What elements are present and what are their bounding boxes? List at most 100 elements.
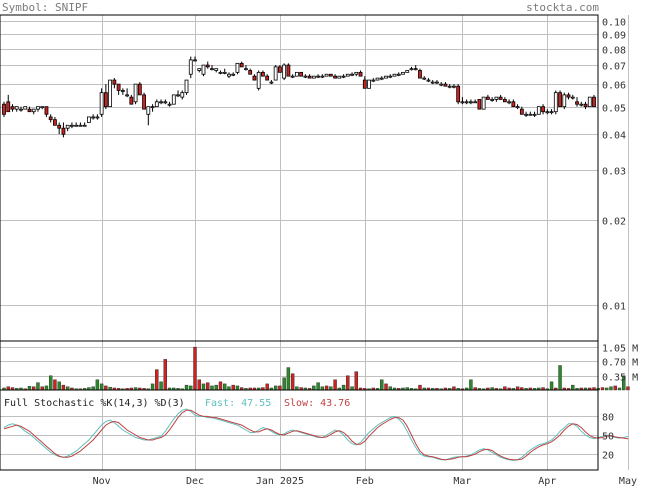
- volume-bar: [99, 383, 104, 391]
- candle-body: [184, 79, 189, 94]
- candle-body: [358, 71, 363, 77]
- volume-bar: [150, 383, 155, 391]
- candle-body: [481, 96, 486, 110]
- volume-tick-label: 0.35 M: [602, 373, 638, 384]
- volume-bar: [617, 387, 622, 391]
- candle-body: [443, 83, 448, 87]
- volume-bar: [290, 373, 295, 391]
- candle-body: [125, 94, 129, 97]
- candle-body: [498, 96, 503, 100]
- candle-body: [197, 68, 202, 71]
- candle-body: [210, 68, 214, 71]
- candle-body: [248, 70, 253, 75]
- candle-body: [328, 73, 333, 77]
- candle-body: [99, 92, 104, 115]
- stochastic-tick-label: 80: [602, 413, 614, 424]
- x-tick-label: Jan 2025: [256, 476, 304, 486]
- volume-panel: 1.05 M 0.70 M 0.35 M: [0, 340, 638, 391]
- candle-body: [53, 119, 57, 126]
- candle-body: [490, 99, 495, 101]
- price-tick-label: 0.09: [602, 31, 626, 42]
- volume-bar: [549, 381, 554, 391]
- volume-bar: [184, 384, 189, 391]
- candle-body: [545, 111, 550, 114]
- volume-bar: [609, 386, 613, 391]
- volume-panel-border: [0, 340, 599, 391]
- candle-body: [447, 85, 452, 88]
- candle-body: [541, 106, 545, 113]
- volume-bar: [163, 359, 167, 391]
- candle-body: [388, 75, 393, 78]
- candle-body: [78, 124, 83, 127]
- candle-body: [265, 75, 270, 81]
- candle-body: [252, 75, 257, 81]
- candle-body: [341, 75, 346, 78]
- candle-body: [57, 124, 62, 129]
- candle-body: [507, 101, 512, 104]
- x-tick-label: Apr: [538, 476, 556, 486]
- candle-body: [515, 106, 520, 109]
- candle-body: [235, 62, 240, 73]
- price-tick-label: 0.04: [602, 131, 626, 142]
- volume-bar: [265, 383, 269, 391]
- candle-body: [379, 77, 384, 80]
- candle-body: [65, 124, 70, 129]
- candle-body: [36, 106, 40, 110]
- volume-bar: [214, 384, 218, 391]
- stochastic-fast-line: [3, 408, 629, 461]
- price-tick-label: 0.06: [602, 81, 626, 92]
- x-tick-label: May: [619, 476, 637, 486]
- volume-bar: [286, 367, 291, 391]
- candle-body: [61, 127, 66, 135]
- candle-body: [91, 116, 96, 119]
- candle-body: [553, 92, 558, 113]
- volume-bar: [95, 379, 100, 391]
- candle-body: [401, 71, 405, 75]
- price-panel-border: [0, 14, 599, 342]
- volume-tick-label: 1.05 M: [602, 344, 638, 355]
- candle-body: [269, 81, 274, 84]
- volume-bar: [282, 377, 286, 391]
- candle-body: [430, 81, 435, 84]
- stochastic-slow-line: [3, 409, 629, 461]
- volume-bar: [235, 385, 240, 391]
- volume-bar: [155, 369, 159, 391]
- candle-body: [502, 99, 507, 103]
- volume-tick-label: 0.70 M: [602, 358, 638, 369]
- candle-body: [188, 59, 193, 75]
- candle-body: [154, 101, 159, 108]
- candle-body: [579, 103, 584, 106]
- volume-bar: [354, 371, 359, 391]
- candle-body: [562, 94, 567, 108]
- volume-bar: [57, 381, 61, 391]
- candle-body: [112, 79, 117, 85]
- candle-body: [227, 73, 231, 77]
- candle-body: [108, 79, 113, 108]
- volume-bar: [61, 384, 66, 391]
- candle-body: [477, 99, 482, 110]
- stochastic-slow-label: Slow: 43.76: [284, 398, 350, 409]
- volume-bar: [189, 385, 193, 391]
- candle-body: [435, 81, 439, 84]
- volume-grid: [0, 341, 629, 390]
- candle-body: [558, 92, 562, 108]
- candle-body: [367, 79, 371, 89]
- volume-bar: [346, 375, 350, 391]
- candle-body: [167, 103, 172, 106]
- candle-body: [307, 75, 312, 79]
- price-tick-label: 0.02: [602, 217, 626, 228]
- stochastic-panel-border: [0, 389, 599, 471]
- volume-bars: [2, 346, 630, 391]
- volume-bar: [273, 385, 278, 391]
- candle-body: [570, 96, 575, 99]
- candle-body: [566, 94, 571, 98]
- volume-bar: [333, 379, 337, 391]
- candle-body: [456, 85, 461, 103]
- candle-body: [261, 71, 265, 77]
- candle-body: [214, 68, 219, 71]
- candle-body: [371, 79, 376, 82]
- candle-body: [396, 73, 401, 76]
- candle-body: [362, 79, 367, 89]
- price-tick-label: 0.01: [602, 302, 626, 313]
- candle-body: [239, 62, 244, 68]
